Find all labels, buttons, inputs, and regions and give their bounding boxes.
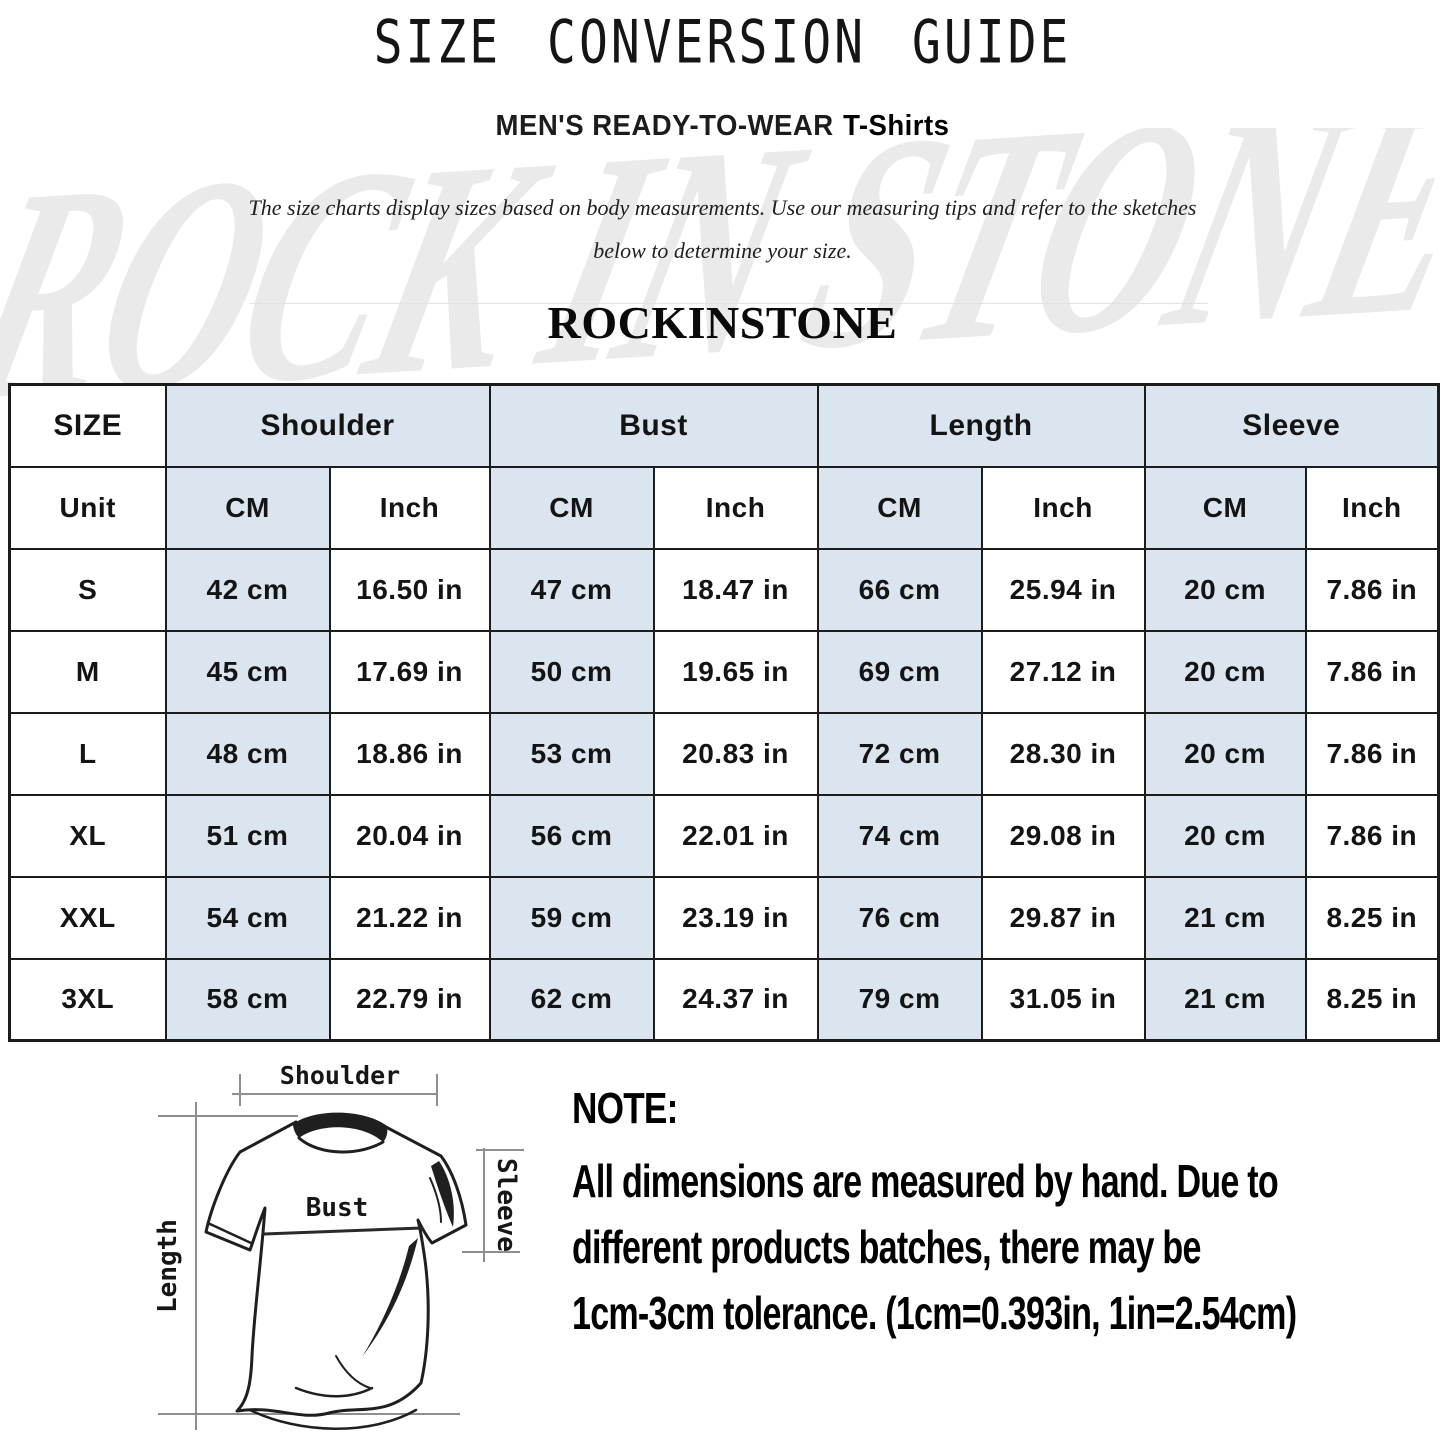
cell-shoulder-cm: 42 cm <box>164 547 331 632</box>
diagram-bust-label: Bust <box>306 1193 369 1223</box>
subtitle-main: MEN'S READY-TO-WEAR <box>495 110 834 142</box>
page-subtitle: MEN'S READY-TO-WEAR T-Shirts <box>36 110 1409 143</box>
table-row-s: S 42 cm 16.50 in 47 cm 18.47 in 66 cm 25… <box>8 547 1440 632</box>
cell-sleeve-cm: 20 cm <box>1143 793 1307 878</box>
table-row-m: M 45 cm 17.69 in 50 cm 19.65 in 69 cm 27… <box>8 629 1440 714</box>
cell-bust-inch: 24.37 in <box>652 957 819 1042</box>
table-row-3xl: 3XL 58 cm 22.79 in 62 cm 24.37 in 79 cm … <box>8 957 1440 1042</box>
cell-shoulder-inch: 20.04 in <box>328 793 491 878</box>
cell-sleeve-cm: 20 cm <box>1143 711 1307 796</box>
size-label: L <box>8 711 167 796</box>
diagram-shoulder-label: Shoulder <box>280 1061 400 1090</box>
unit-cm: CM <box>1143 465 1307 550</box>
cell-length-inch: 25.94 in <box>980 547 1146 632</box>
group-header-shoulder: Shoulder <box>164 383 491 468</box>
cell-sleeve-cm: 21 cm <box>1143 875 1307 960</box>
diagram-length-label: Length <box>153 1219 183 1313</box>
cell-length-inch: 28.30 in <box>980 711 1146 796</box>
cell-bust-cm: 62 cm <box>488 957 655 1042</box>
cell-length-cm: 72 cm <box>816 711 983 796</box>
unit-inch: Inch <box>1304 465 1440 550</box>
cell-bust-inch: 19.65 in <box>652 629 819 714</box>
size-label: S <box>8 547 167 632</box>
cell-shoulder-cm: 58 cm <box>164 957 331 1042</box>
table-row-xxl: XXL 54 cm 21.22 in 59 cm 23.19 in 76 cm … <box>8 875 1440 960</box>
group-header-sleeve: Sleeve <box>1143 383 1440 468</box>
cell-bust-cm: 56 cm <box>488 793 655 878</box>
size-label: 3XL <box>8 957 167 1042</box>
cell-sleeve-inch: 7.86 in <box>1304 547 1440 632</box>
cell-shoulder-inch: 21.22 in <box>328 875 491 960</box>
description-line-2: below to determine your size. <box>593 238 852 263</box>
cell-sleeve-inch: 7.86 in <box>1304 711 1440 796</box>
cell-length-cm: 66 cm <box>816 547 983 632</box>
cell-sleeve-inch: 8.25 in <box>1304 957 1440 1042</box>
table-header-row: SIZE Shoulder Bust Length Sleeve <box>8 383 1440 468</box>
diagram-sleeve-label: Sleeve <box>491 1158 521 1252</box>
cell-sleeve-cm: 21 cm <box>1143 957 1307 1042</box>
description-line-1: The size charts display sizes based on b… <box>248 195 1197 220</box>
cell-bust-cm: 47 cm <box>488 547 655 632</box>
brand-name: ROCKINSTONE <box>547 297 898 348</box>
corner-header-size: SIZE <box>8 383 167 468</box>
table-row-xl: XL 51 cm 20.04 in 56 cm 22.01 in 74 cm 2… <box>8 793 1440 878</box>
cell-shoulder-inch: 22.79 in <box>328 957 491 1042</box>
group-header-length: Length <box>816 383 1146 468</box>
cell-length-cm: 69 cm <box>816 629 983 714</box>
tshirt-measurement-diagram: Shoulder Bust Length Sleeve <box>153 1061 524 1430</box>
cell-shoulder-cm: 48 cm <box>164 711 331 796</box>
size-conversion-table: SIZE Shoulder Bust Length Sleeve Unit CM… <box>8 383 1441 1042</box>
size-guide-description: The size charts display sizes based on b… <box>0 186 1445 272</box>
cell-length-cm: 79 cm <box>816 957 983 1042</box>
note-section: NOTE: All dimensions are measured by han… <box>572 1086 1402 1346</box>
size-label: XXL <box>8 875 167 960</box>
unit-cm: CM <box>164 465 331 550</box>
cell-bust-cm: 59 cm <box>488 875 655 960</box>
note-line-1: All dimensions are measured by hand. Due… <box>572 1155 1279 1207</box>
cell-shoulder-cm: 45 cm <box>164 629 331 714</box>
cell-shoulder-cm: 54 cm <box>164 875 331 960</box>
unit-row: Unit CM Inch CM Inch CM Inch CM Inch <box>8 465 1440 550</box>
table-row-l: L 48 cm 18.86 in 53 cm 20.83 in 72 cm 28… <box>8 711 1440 796</box>
cell-shoulder-inch: 16.50 in <box>328 547 491 632</box>
cell-sleeve-inch: 8.25 in <box>1304 875 1440 960</box>
cell-sleeve-inch: 7.86 in <box>1304 629 1440 714</box>
unit-label: Unit <box>8 465 167 550</box>
unit-cm: CM <box>816 465 983 550</box>
cell-bust-inch: 22.01 in <box>652 793 819 878</box>
cell-length-inch: 29.87 in <box>980 875 1146 960</box>
size-label: M <box>8 629 167 714</box>
cell-sleeve-cm: 20 cm <box>1143 629 1307 714</box>
cell-bust-inch: 18.47 in <box>652 547 819 632</box>
cell-sleeve-cm: 20 cm <box>1143 547 1307 632</box>
divider-line <box>250 303 1208 304</box>
subtitle-suffix: T-Shirts <box>843 110 950 142</box>
group-header-bust: Bust <box>488 383 819 468</box>
cell-bust-cm: 50 cm <box>488 629 655 714</box>
cell-length-inch: 29.08 in <box>980 793 1146 878</box>
tshirt-sketch <box>204 1112 468 1430</box>
unit-inch: Inch <box>980 465 1146 550</box>
unit-inch: Inch <box>328 465 491 550</box>
cell-sleeve-inch: 7.86 in <box>1304 793 1440 878</box>
cell-length-inch: 31.05 in <box>980 957 1146 1042</box>
collar <box>293 1112 388 1142</box>
note-heading: NOTE: <box>572 1084 678 1133</box>
page-title: SIZE CONVERSION GUIDE <box>373 8 1072 78</box>
cell-length-cm: 74 cm <box>816 793 983 878</box>
cell-bust-inch: 20.83 in <box>652 711 819 796</box>
note-line-2: different products batches, there may be <box>572 1221 1201 1273</box>
note-line-3: 1cm-3cm tolerance. (1cm=0.393in, 1in=2.5… <box>572 1287 1297 1339</box>
cell-length-cm: 76 cm <box>816 875 983 960</box>
cell-shoulder-cm: 51 cm <box>164 793 331 878</box>
cell-shoulder-inch: 18.86 in <box>328 711 491 796</box>
cell-bust-inch: 23.19 in <box>652 875 819 960</box>
unit-cm: CM <box>488 465 655 550</box>
cell-bust-cm: 53 cm <box>488 711 655 796</box>
note-body: All dimensions are measured by hand. Due… <box>572 1148 1402 1346</box>
cell-length-inch: 27.12 in <box>980 629 1146 714</box>
size-label: XL <box>8 793 167 878</box>
unit-inch: Inch <box>652 465 819 550</box>
cell-shoulder-inch: 17.69 in <box>328 629 491 714</box>
